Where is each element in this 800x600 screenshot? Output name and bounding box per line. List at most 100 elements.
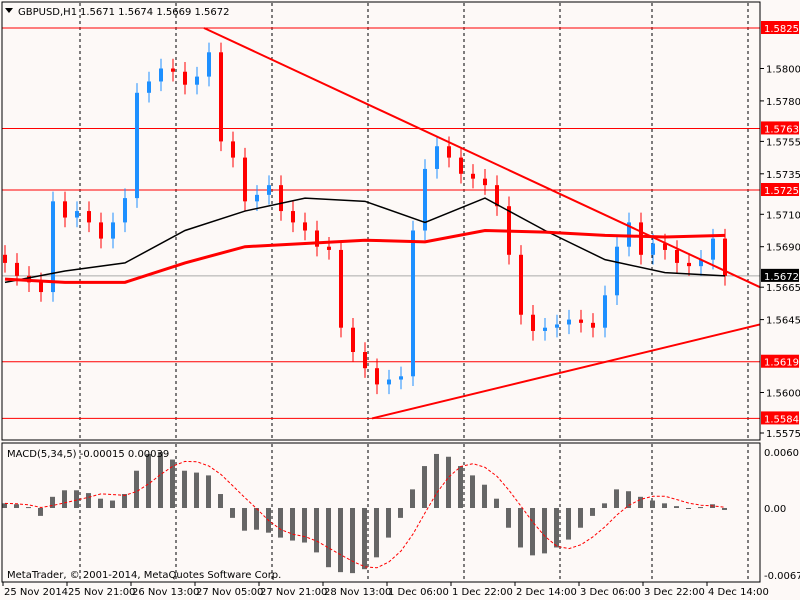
candle[interactable] xyxy=(87,211,91,223)
macd-bar xyxy=(38,508,43,516)
x-tick-label: 25 Nov 2014 xyxy=(4,587,68,598)
macd-bar xyxy=(98,498,103,508)
candle[interactable] xyxy=(243,157,247,202)
candle[interactable] xyxy=(675,249,679,263)
macd-bar xyxy=(314,508,319,553)
y-tick-label: 1.5780 xyxy=(766,97,800,108)
candle[interactable] xyxy=(279,185,283,212)
level-label: 1.5725 xyxy=(764,186,799,197)
candle[interactable] xyxy=(363,352,367,369)
candle[interactable] xyxy=(591,322,595,328)
macd-bar xyxy=(122,494,127,508)
candle[interactable] xyxy=(171,68,175,72)
candle[interactable] xyxy=(123,198,127,223)
candle[interactable] xyxy=(111,222,115,239)
macd-bar xyxy=(2,503,7,508)
y-tick-label: 1.5755 xyxy=(766,137,800,148)
ma-fast-line xyxy=(4,197,726,284)
candle[interactable] xyxy=(39,282,43,293)
trendline[interactable] xyxy=(203,27,761,289)
candle[interactable] xyxy=(567,319,571,325)
candle[interactable] xyxy=(15,262,19,276)
candle[interactable] xyxy=(495,185,499,207)
dropdown-triangle-icon[interactable] xyxy=(5,8,13,13)
macd-bar xyxy=(434,453,439,508)
candle[interactable] xyxy=(723,238,727,276)
ma-slow-line xyxy=(4,228,726,284)
candle[interactable] xyxy=(651,243,655,255)
candle[interactable] xyxy=(519,254,523,315)
current-price-badge xyxy=(761,268,799,282)
candle[interactable] xyxy=(375,368,379,385)
candle[interactable] xyxy=(51,201,55,293)
y-tick-label: 1.5800 xyxy=(766,65,800,76)
candle[interactable] xyxy=(483,178,487,186)
macd-bar xyxy=(146,453,151,508)
candle[interactable] xyxy=(231,141,235,158)
candle[interactable] xyxy=(267,185,271,195)
x-tick-label: 27 Nov 05:00 xyxy=(196,587,263,598)
candle[interactable] xyxy=(99,222,103,239)
candle[interactable] xyxy=(447,146,451,158)
candle[interactable] xyxy=(63,201,67,218)
y-tick-label: 1.5575 xyxy=(766,429,800,440)
candle[interactable] xyxy=(639,222,643,255)
candle[interactable] xyxy=(195,76,199,85)
candle[interactable] xyxy=(399,376,403,380)
candle[interactable] xyxy=(219,52,223,142)
macd-bar xyxy=(350,508,355,574)
y-tick-label: 1.5690 xyxy=(766,243,800,254)
candle[interactable] xyxy=(147,81,151,93)
candle[interactable] xyxy=(531,314,535,331)
candle[interactable] xyxy=(579,319,583,323)
macd-y-tick-label: -0.00679 xyxy=(764,571,800,582)
macd-bar xyxy=(662,503,667,508)
candle[interactable] xyxy=(351,327,355,352)
candle[interactable] xyxy=(687,262,691,267)
candle[interactable] xyxy=(255,194,259,202)
candle[interactable] xyxy=(159,68,163,82)
candle[interactable] xyxy=(135,92,139,199)
candle[interactable] xyxy=(555,324,559,328)
candle[interactable] xyxy=(327,246,331,250)
candle[interactable] xyxy=(459,157,463,174)
candle[interactable] xyxy=(339,249,343,328)
x-tick-label: 3 Dec 22:00 xyxy=(644,587,705,598)
macd-bar xyxy=(338,508,343,573)
candle[interactable] xyxy=(315,230,319,247)
candle[interactable] xyxy=(711,238,715,260)
macd-bar xyxy=(494,498,499,508)
candle[interactable] xyxy=(183,71,187,85)
candle[interactable] xyxy=(387,379,391,385)
y-tick-label: 1.5735 xyxy=(766,170,800,181)
macd-bar xyxy=(482,484,487,508)
candle[interactable] xyxy=(411,230,415,377)
candle[interactable] xyxy=(291,211,295,223)
macd-bar xyxy=(602,503,607,508)
macd-bar xyxy=(254,508,259,530)
main-pane[interactable] xyxy=(2,27,761,420)
macd-bar xyxy=(686,508,691,509)
x-tick-label: 28 Nov 13:00 xyxy=(324,587,391,598)
candle[interactable] xyxy=(603,295,607,328)
macd-bar xyxy=(86,493,91,508)
candle[interactable] xyxy=(207,52,211,77)
symbol-label: GBPUSD,H1 xyxy=(18,7,77,18)
macd-bar xyxy=(674,506,679,508)
candle[interactable] xyxy=(615,246,619,296)
candle[interactable] xyxy=(75,211,79,218)
macd-pane[interactable] xyxy=(2,452,727,574)
macd-bar xyxy=(302,508,307,543)
candle[interactable] xyxy=(663,243,667,250)
macd-bar xyxy=(50,496,55,508)
candle[interactable] xyxy=(471,173,475,179)
candle[interactable] xyxy=(435,146,439,169)
macd-bar xyxy=(278,508,283,538)
candle[interactable] xyxy=(423,168,427,231)
candle[interactable] xyxy=(699,259,703,267)
candle[interactable] xyxy=(3,254,7,263)
candle[interactable] xyxy=(543,327,547,331)
trendline[interactable] xyxy=(371,323,761,420)
candle[interactable] xyxy=(303,222,307,231)
